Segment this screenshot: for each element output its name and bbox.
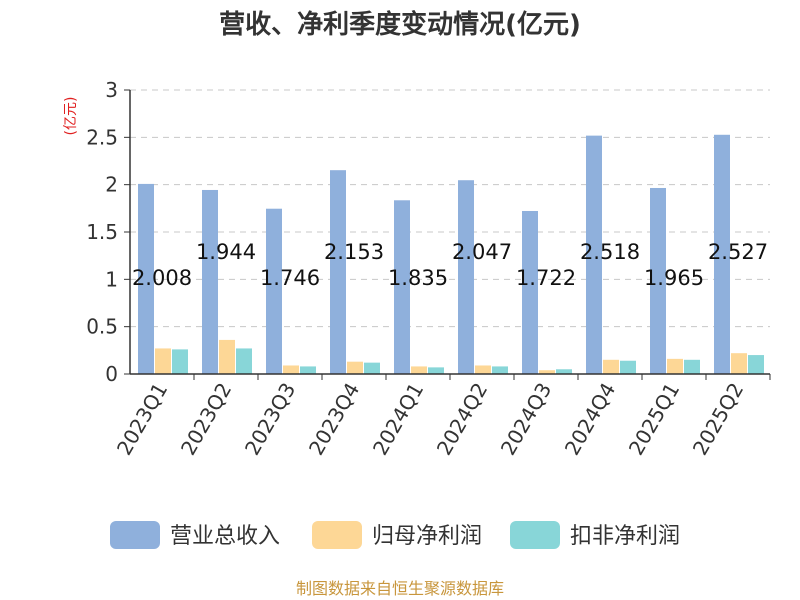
- y-tick-label: 1.5: [86, 220, 118, 244]
- bar[interactable]: [714, 134, 730, 374]
- bar[interactable]: [556, 369, 572, 374]
- bar[interactable]: [731, 353, 747, 374]
- bar[interactable]: [620, 360, 636, 374]
- bar[interactable]: [586, 135, 602, 374]
- bar[interactable]: [475, 365, 491, 374]
- data-label: 1.965: [644, 266, 704, 290]
- x-tick-label: 2023Q3: [240, 379, 300, 460]
- chart-title: 营收、净利季度变动情况(亿元): [219, 9, 581, 40]
- y-tick-label: 0: [105, 362, 118, 386]
- bar[interactable]: [364, 362, 380, 374]
- bar[interactable]: [458, 180, 474, 374]
- bar[interactable]: [411, 366, 427, 374]
- y-tick-label: 2.5: [86, 125, 118, 149]
- bar[interactable]: [522, 210, 538, 374]
- source-note: 制图数据来自恒生聚源数据库: [296, 579, 504, 598]
- bar[interactable]: [650, 187, 666, 374]
- legend-label[interactable]: 归母净利润: [372, 524, 482, 549]
- bar[interactable]: [172, 349, 188, 374]
- bar[interactable]: [603, 359, 619, 374]
- bar[interactable]: [202, 189, 218, 374]
- y-tick-label: 0.5: [86, 315, 118, 339]
- x-tick-label: 2024Q1: [368, 379, 428, 460]
- bar[interactable]: [330, 170, 346, 374]
- bar[interactable]: [492, 366, 508, 374]
- data-label: 2.518: [580, 240, 640, 264]
- x-tick-label: 2023Q2: [176, 379, 236, 460]
- bar[interactable]: [748, 355, 764, 374]
- bar[interactable]: [236, 348, 252, 374]
- data-label: 2.008: [132, 266, 192, 290]
- bar[interactable]: [684, 359, 700, 374]
- bar[interactable]: [394, 200, 410, 374]
- data-label: 2.153: [324, 240, 384, 264]
- grid-lines: [130, 89, 770, 328]
- data-label: 1.746: [260, 266, 320, 290]
- bars: [138, 134, 764, 374]
- x-tick-label: 2024Q3: [496, 379, 556, 460]
- data-labels: 2.0081.9441.7462.1531.8352.0471.7222.518…: [132, 240, 768, 290]
- bar[interactable]: [539, 370, 555, 374]
- legend-label[interactable]: 扣非净利润: [570, 524, 680, 549]
- y-tick-label: 3: [105, 78, 118, 102]
- legend-swatch[interactable]: [110, 521, 160, 549]
- bar[interactable]: [283, 365, 299, 374]
- legend[interactable]: 营业总收入 归母净利润 扣非净利润: [110, 521, 680, 549]
- bar[interactable]: [219, 339, 235, 374]
- y-tick-label: 2: [105, 173, 118, 197]
- x-tick-label: 2025Q2: [688, 379, 748, 460]
- y-unit-label: (亿元): [63, 97, 79, 136]
- legend-swatch[interactable]: [312, 521, 362, 549]
- x-tick-label: 2025Q1: [624, 379, 684, 460]
- x-tick-label: 2023Q4: [304, 379, 364, 460]
- bar[interactable]: [266, 208, 282, 374]
- bar[interactable]: [428, 367, 444, 374]
- bar[interactable]: [300, 366, 316, 374]
- legend-swatch[interactable]: [510, 521, 560, 549]
- data-label: 1.944: [196, 240, 256, 264]
- bar[interactable]: [667, 358, 683, 374]
- data-label: 1.835: [388, 266, 448, 290]
- x-tick-label: 2024Q4: [560, 379, 620, 460]
- data-label: 2.047: [452, 240, 512, 264]
- bar[interactable]: [138, 183, 154, 374]
- data-label: 1.722: [516, 266, 576, 290]
- data-label: 2.527: [708, 240, 768, 264]
- bar[interactable]: [155, 348, 171, 374]
- x-tick-label: 2024Q2: [432, 379, 492, 460]
- bar[interactable]: [347, 361, 363, 374]
- y-tick-label: 1: [105, 267, 118, 291]
- legend-label[interactable]: 营业总收入: [170, 524, 280, 549]
- x-tick-label: 2023Q1: [112, 379, 172, 460]
